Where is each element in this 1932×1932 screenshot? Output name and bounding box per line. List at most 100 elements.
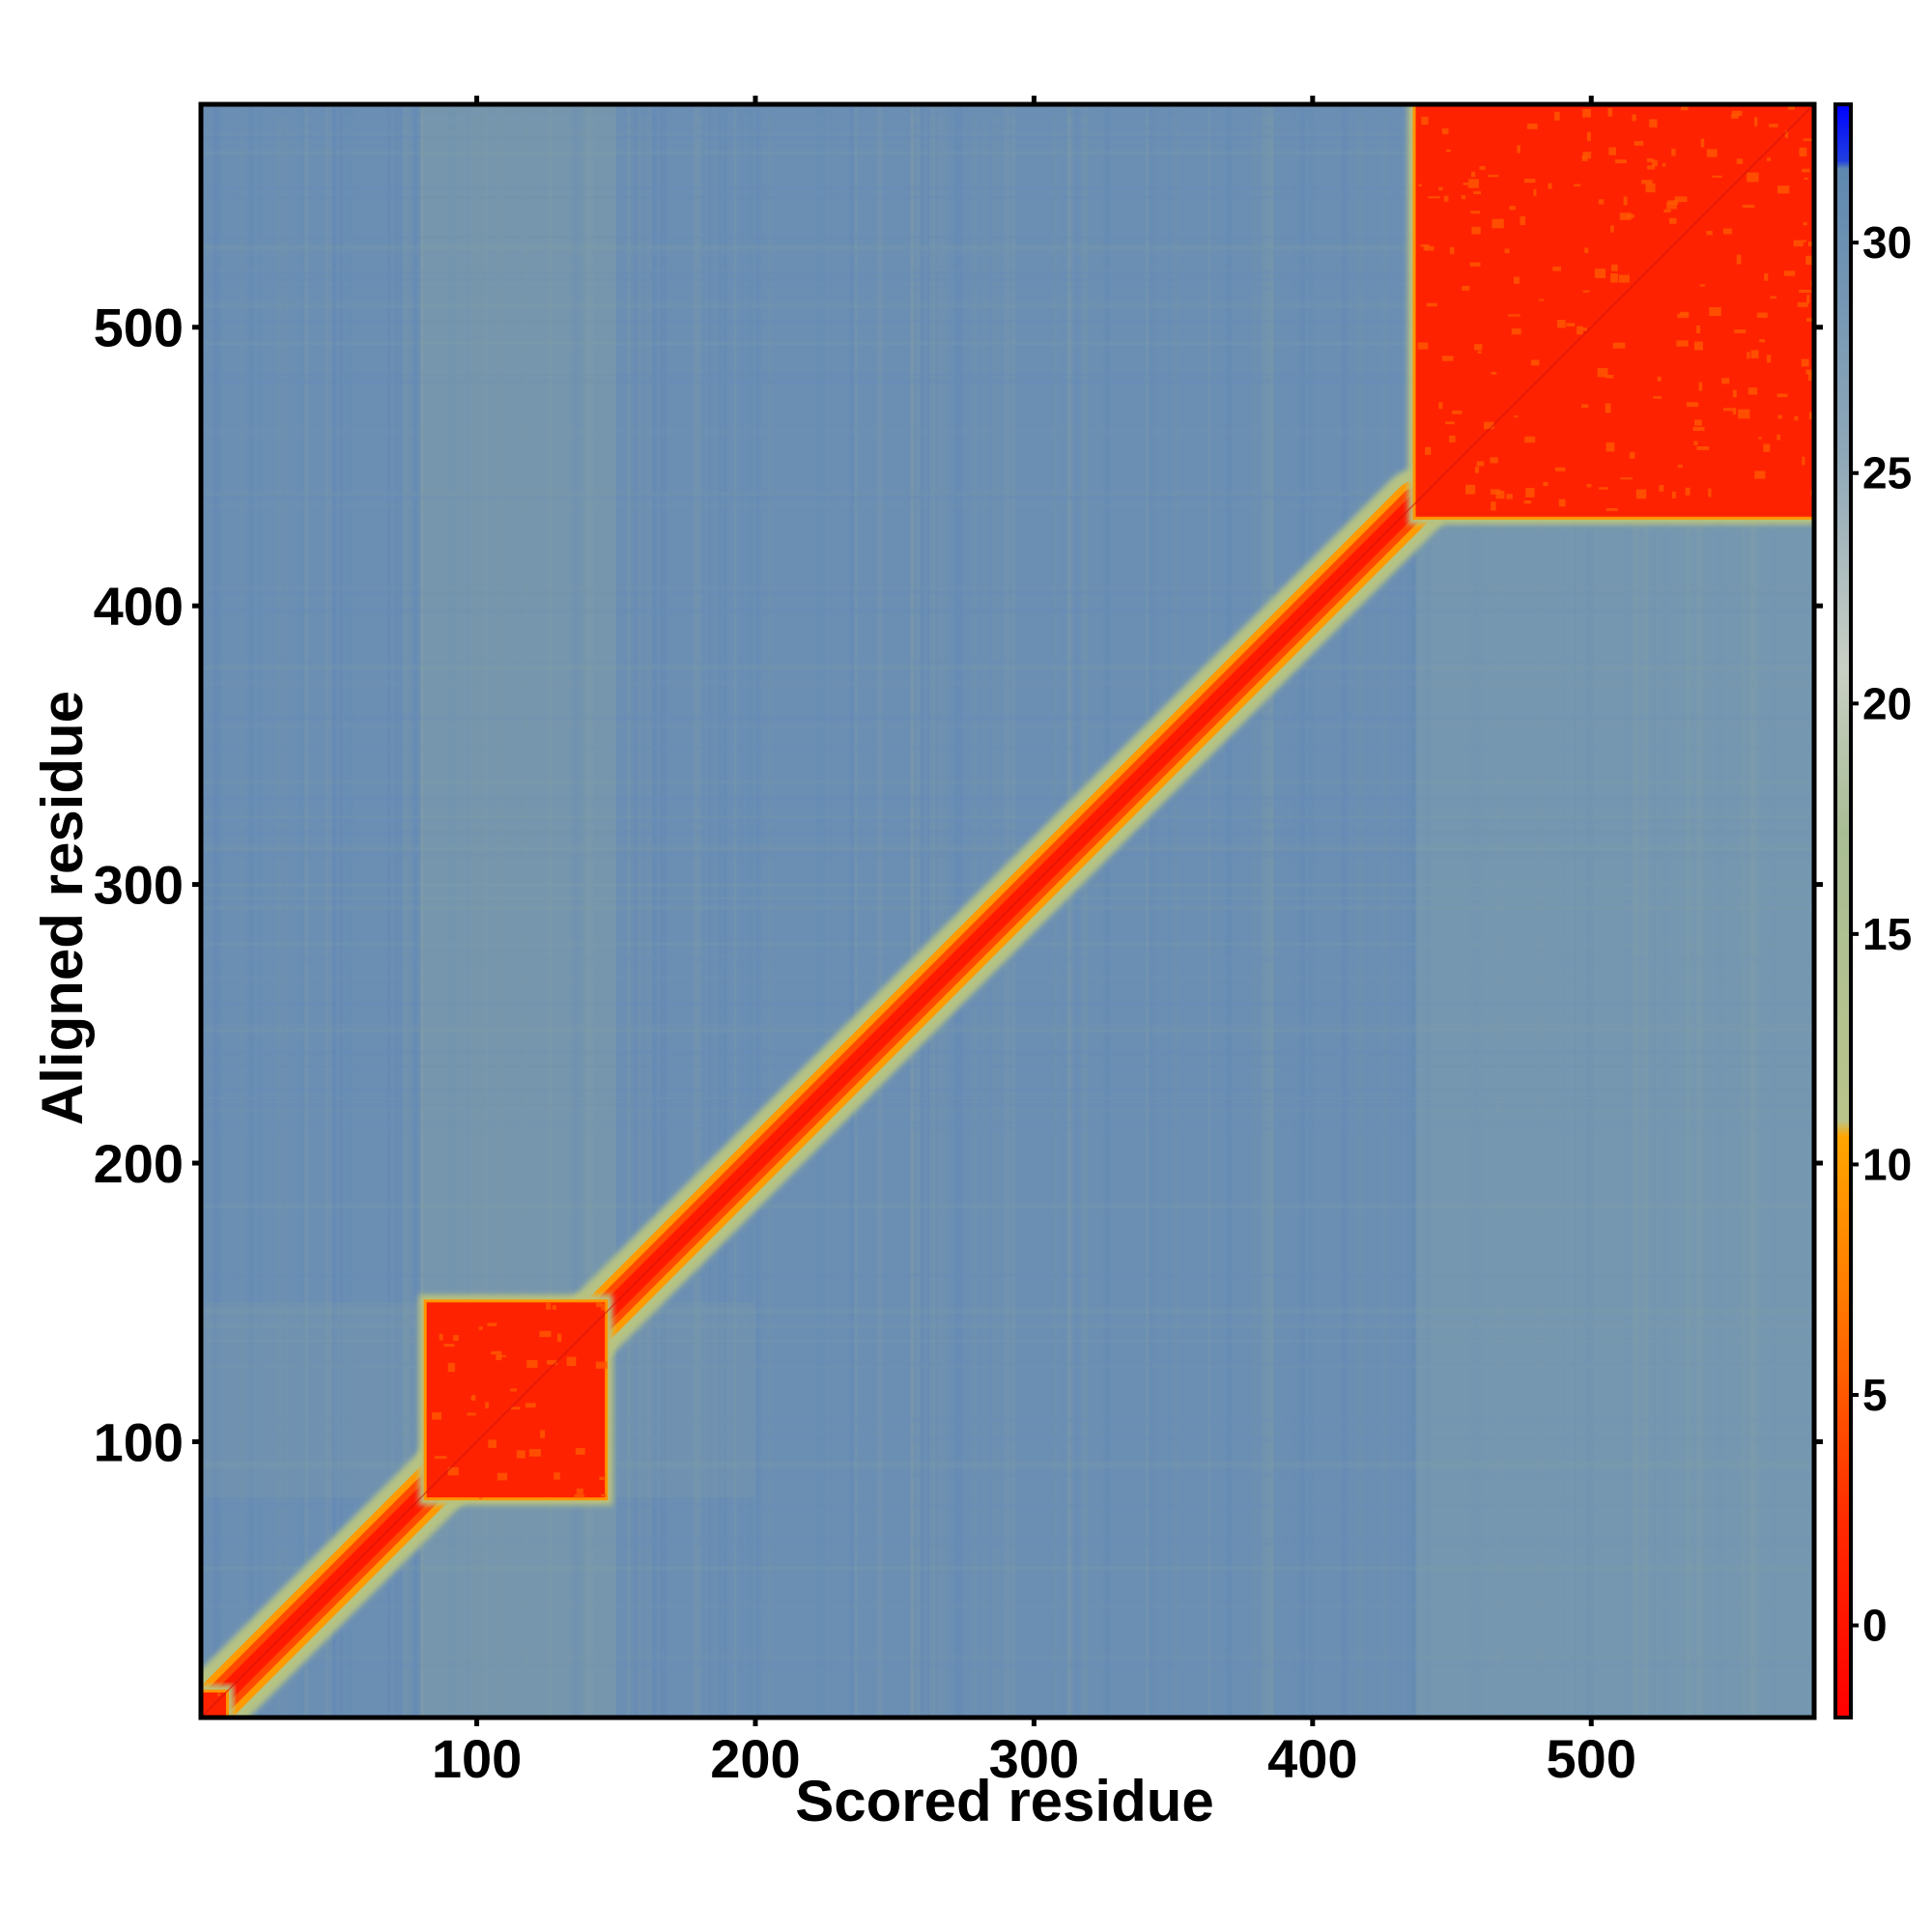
block-speckle xyxy=(510,1388,518,1392)
block-speckle xyxy=(1610,264,1618,271)
block-speckle xyxy=(1696,445,1710,450)
texture-stripe xyxy=(201,846,1814,853)
block-speckle xyxy=(497,1354,507,1357)
texture-stripe xyxy=(1285,104,1289,1718)
block-speckle xyxy=(1619,213,1632,220)
texture-stripe xyxy=(475,104,484,1718)
block-speckle xyxy=(1662,162,1666,167)
block-speckle xyxy=(1610,225,1614,233)
colorbar-tick-label: 5 xyxy=(1862,1370,1888,1420)
texture-stripe xyxy=(201,1436,1814,1442)
texture-stripe xyxy=(1293,104,1296,1718)
block-speckle xyxy=(1421,116,1429,126)
block-speckle xyxy=(1471,226,1481,235)
block-speckle xyxy=(1766,157,1771,161)
texture-stripe xyxy=(201,818,1814,824)
texture-stripe xyxy=(626,104,631,1718)
block-speckle xyxy=(1438,186,1443,191)
texture-stripe xyxy=(201,796,1814,801)
texture-stripe xyxy=(201,781,1814,784)
texture-stripe xyxy=(1173,104,1179,1718)
colorbar: 0 5 10 15 20 25 30 xyxy=(1833,102,1912,1719)
texture-stripe xyxy=(936,104,945,1718)
texture-stripe xyxy=(1071,104,1080,1718)
block-speckle xyxy=(1803,240,1807,242)
block-speckle xyxy=(1554,467,1566,471)
texture-stripe xyxy=(334,104,337,1718)
block-speckle xyxy=(510,1406,521,1410)
texture-stripe xyxy=(1632,104,1639,1718)
texture-stripe xyxy=(830,104,833,1718)
block-speckle xyxy=(1548,183,1552,189)
texture-stripe xyxy=(1716,104,1724,1718)
block-speckle xyxy=(1736,158,1744,164)
block-speckle xyxy=(1582,152,1592,159)
block-speckle xyxy=(1680,311,1690,316)
block-speckle xyxy=(1698,382,1703,391)
block-speckle xyxy=(1776,434,1781,440)
texture-stripe xyxy=(854,104,858,1718)
block-speckle xyxy=(1488,174,1499,178)
block-speckle xyxy=(525,1403,536,1408)
texture-stripe xyxy=(201,1541,1814,1547)
texture-stripe xyxy=(1104,104,1110,1718)
texture-stripe xyxy=(916,104,922,1718)
texture-stripe xyxy=(201,1108,1814,1112)
texture-stripe xyxy=(201,1364,1814,1368)
texture-stripe xyxy=(1653,104,1656,1718)
block-speckle xyxy=(1461,195,1466,200)
texture-stripe xyxy=(1643,104,1649,1718)
texture-stripe xyxy=(201,830,1814,836)
texture-stripe xyxy=(1470,104,1479,1718)
texture-stripe xyxy=(877,104,883,1718)
texture-stripe xyxy=(548,104,553,1718)
texture-stripe xyxy=(920,104,923,1718)
block-speckle xyxy=(1445,149,1451,153)
block-speckle xyxy=(1784,129,1789,138)
texture-stripe xyxy=(201,248,1814,252)
block-speckle xyxy=(1797,301,1808,307)
texture-stripe xyxy=(201,504,1814,508)
texture-stripe xyxy=(708,104,711,1718)
texture-stripe xyxy=(201,1308,1814,1315)
texture-stripe xyxy=(201,244,1814,247)
texture-stripe xyxy=(1253,104,1258,1718)
block-speckle xyxy=(1417,342,1429,350)
texture-stripe xyxy=(1742,104,1747,1718)
block-speckle xyxy=(447,1362,456,1373)
texture-stripe xyxy=(201,1273,1814,1277)
texture-stripe xyxy=(633,104,638,1718)
block-speckle xyxy=(1753,117,1758,127)
block-speckle xyxy=(1764,272,1769,281)
texture-stripe xyxy=(201,251,1814,256)
texture-stripe xyxy=(1770,104,1776,1718)
texture-stripe xyxy=(201,1121,1814,1125)
texture-stripe xyxy=(1685,104,1691,1718)
block-speckle xyxy=(540,1430,546,1438)
block-speckle xyxy=(1525,488,1535,497)
block-speckle xyxy=(1629,452,1635,459)
block-speckle xyxy=(1671,491,1676,498)
texture-stripe xyxy=(201,151,1814,156)
texture-stripe xyxy=(910,104,915,1718)
x-tick-label: 300 xyxy=(989,1728,1079,1789)
texture-stripe xyxy=(201,1204,1814,1209)
texture-stripe xyxy=(1561,104,1565,1718)
texture-stripe xyxy=(1748,104,1754,1718)
block-speckle xyxy=(1452,411,1463,414)
texture-stripe xyxy=(1261,104,1264,1718)
texture-stripe xyxy=(768,104,773,1718)
block-speckle xyxy=(576,1488,583,1494)
block-speckle xyxy=(1418,184,1422,187)
texture-stripe xyxy=(1624,104,1631,1718)
block-speckle xyxy=(1552,266,1561,271)
texture-stripe xyxy=(201,276,1814,281)
zone-light xyxy=(1415,522,1814,1718)
block-speckle xyxy=(1645,183,1656,193)
texture-stripe xyxy=(585,104,593,1718)
y-tick-label: 300 xyxy=(94,855,184,916)
texture-stripe xyxy=(406,104,412,1718)
texture-stripe xyxy=(201,976,1814,979)
plot-frame xyxy=(198,101,1817,1720)
block-speckle xyxy=(547,1359,558,1365)
